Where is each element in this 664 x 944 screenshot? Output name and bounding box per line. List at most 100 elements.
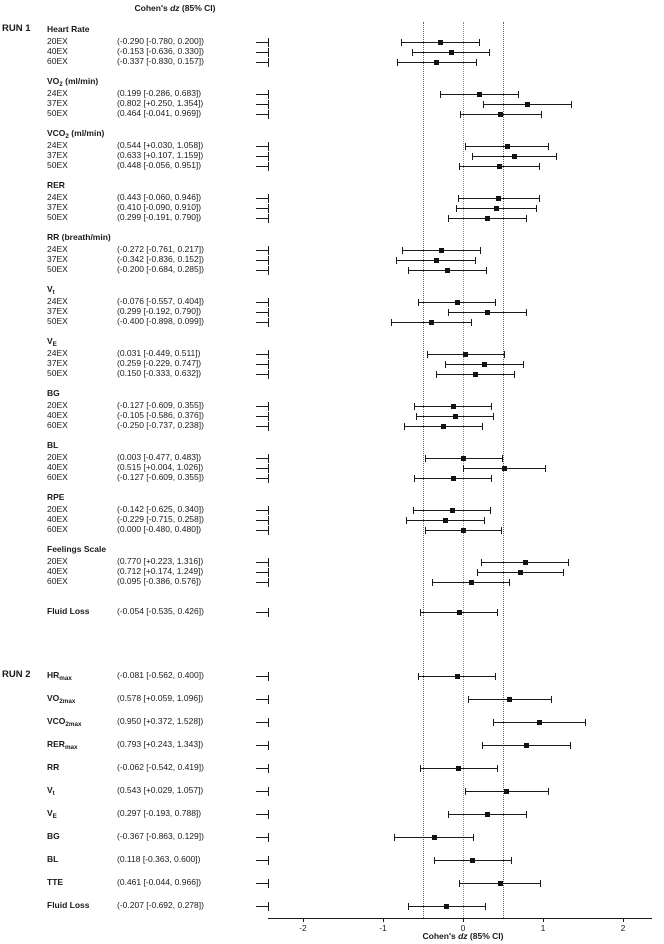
text-part: (-0.229 [-0.715, 0.258]) (117, 513, 204, 524)
effect-marker (494, 206, 499, 211)
row-label: 40EX (47, 46, 68, 56)
row-tick (256, 837, 268, 838)
text-part: (0.712 [+0.174, 1.249]) (117, 565, 204, 576)
ci-cap-high (539, 163, 540, 170)
row-tick-end (268, 360, 269, 369)
text-part: 2max (59, 697, 76, 705)
ci-text: (-0.062 [-0.542, 0.419]) (117, 762, 204, 772)
ci-cap-low (448, 215, 449, 222)
group-label: VE (47, 336, 57, 348)
text-part: 37EX (47, 305, 68, 316)
ci-cap-low (418, 299, 419, 306)
row-label: 37EX (47, 98, 68, 108)
ci-cap-low (416, 413, 417, 420)
row-label: 24EX (47, 88, 68, 98)
row-label: 60EX (47, 56, 68, 66)
row-tick (256, 612, 268, 613)
row-tick-end (268, 308, 269, 317)
text-part: (-0.342 [-0.836, 0.152]) (117, 253, 204, 264)
ci-cap-high (571, 101, 572, 108)
text-part: V (47, 785, 53, 795)
x-axis-label: Cohen's dz (85% CI) (360, 931, 566, 942)
row-tick (256, 374, 268, 375)
row-tick (256, 322, 268, 323)
group-label: VO2max (47, 693, 75, 705)
ci-text: (0.578 [+0.059, 1.096]) (117, 693, 203, 703)
ci-cap-low (436, 371, 437, 378)
text-part: 20EX (47, 555, 68, 566)
group-label: VCO2 (ml/min) (47, 128, 104, 140)
ci-cap-high (501, 527, 502, 534)
ci-cap-low (460, 111, 461, 118)
ci-cap-high (545, 465, 546, 472)
group-label: RPE (47, 492, 64, 502)
ci-cap-low (397, 59, 398, 66)
row-label: 24EX (47, 348, 68, 358)
ci-text: (0.003 [-0.477, 0.483]) (117, 452, 201, 462)
text-part: HR (47, 670, 60, 680)
ci-text: (-0.342 [-0.836, 0.152]) (117, 254, 204, 264)
text-part: (-0.081 [-0.562, 0.400]) (117, 670, 204, 680)
row-tick (256, 406, 268, 407)
row-tick (256, 582, 268, 583)
text-part: (0.297 [-0.193, 0.788]) (117, 808, 202, 818)
ci-text: (-0.337 [-0.830, 0.157]) (117, 56, 204, 66)
ci-cap-high (491, 475, 492, 482)
text-part: (0.299 [-0.192, 0.790]) (117, 305, 202, 316)
ci-cap-high (556, 153, 557, 160)
row-tick-end (268, 833, 269, 842)
text-part: (0.544 [+0.030, 1.058]) (117, 139, 204, 150)
row-label: 50EX (47, 212, 68, 222)
text-part: 2max (65, 720, 82, 728)
text-part: V (47, 284, 53, 294)
text-part: 50EX (47, 368, 68, 379)
ci-cap-low (459, 163, 460, 170)
group-label: BL (47, 440, 58, 450)
x-tick-label: -2 (299, 923, 307, 933)
ci-cap-low (493, 719, 494, 726)
ci-cap-low (404, 423, 405, 430)
ci-text: (0.464 [-0.041, 0.969]) (117, 108, 201, 118)
ci-cap-low (463, 465, 464, 472)
ci-text: (-0.250 [-0.737, 0.238]) (117, 420, 204, 430)
row-tick-end (268, 558, 269, 567)
text-part: (0.118 [-0.363, 0.600]) (117, 854, 201, 864)
row-tick-end (268, 204, 269, 213)
text-part: 20EX (47, 399, 68, 410)
ci-cap-high (480, 247, 481, 254)
ci-cap-low (414, 475, 415, 482)
row-tick-end (268, 695, 269, 704)
row-tick (256, 814, 268, 815)
ci-cap-low (396, 257, 397, 264)
ci-cap-high (482, 423, 483, 430)
ci-cap-high (526, 215, 527, 222)
text-part: t (52, 288, 55, 296)
row-label: 37EX (47, 306, 68, 316)
effect-marker (537, 720, 542, 725)
ci-cap-high (539, 195, 540, 202)
ci-cap-high (497, 765, 498, 772)
effect-marker (434, 60, 439, 65)
text-part: 2 (59, 80, 63, 88)
ci-cap-high (511, 857, 512, 864)
row-label: 60EX (47, 524, 68, 534)
ci-text: (-0.081 [-0.562, 0.400]) (117, 670, 204, 680)
row-label: 60EX (47, 420, 68, 430)
run-label: RUN 2 (2, 670, 31, 680)
group-label: BL (47, 854, 58, 864)
text-part: (0.299 [-0.191, 0.790]) (117, 212, 202, 223)
ci-text: (0.543 [+0.029, 1.057]) (117, 785, 203, 795)
ci-text: (0.118 [-0.363, 0.600]) (117, 854, 200, 864)
effect-marker (438, 40, 443, 45)
row-label: 20EX (47, 556, 68, 566)
effect-marker (485, 812, 490, 817)
ci-text: (0.199 [-0.286, 0.683]) (117, 88, 201, 98)
ci-cap-low (465, 788, 466, 795)
effect-marker (441, 424, 446, 429)
text-part: 37EX (47, 253, 68, 264)
ci-text: (0.031 [-0.449, 0.511]) (117, 348, 200, 358)
ci-cap-low (482, 742, 483, 749)
group-label: BG (47, 831, 60, 841)
ci-cap-high (568, 559, 569, 566)
row-label: 50EX (47, 160, 68, 170)
